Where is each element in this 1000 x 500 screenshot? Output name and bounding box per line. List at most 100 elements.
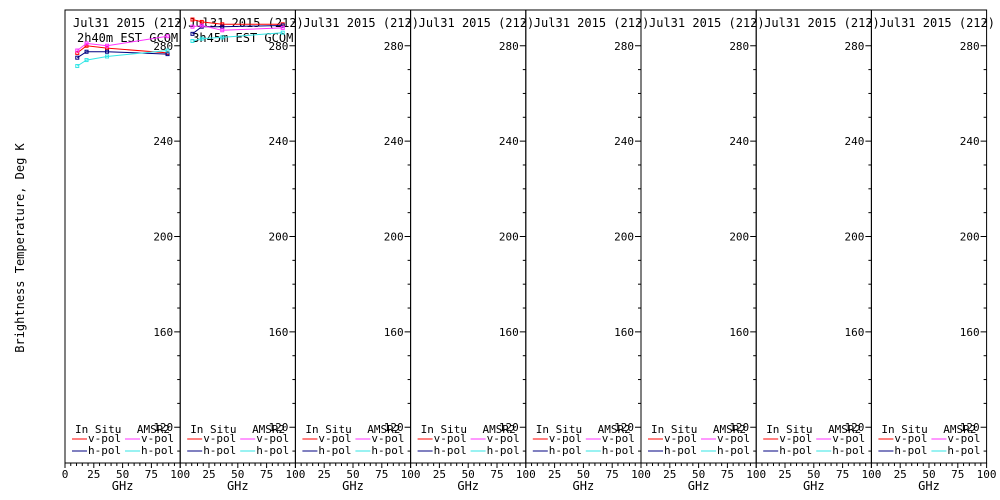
- y-tick-label: 200: [614, 231, 634, 244]
- y-tick-label: 200: [845, 231, 865, 244]
- data-point-amsr2_v: [190, 24, 195, 29]
- legend-label-amsr2_h: h-pol: [141, 444, 174, 457]
- x-tick-label: 25: [778, 468, 791, 481]
- data-point-amsr2_v: [75, 48, 80, 53]
- legend-label-amsr2_h: h-pol: [371, 444, 404, 457]
- y-tick-label: 280: [269, 40, 289, 53]
- x-tick-label: 100: [285, 468, 305, 481]
- legend-label-amsr2_v: v-pol: [602, 432, 635, 445]
- chart-subtitle: 3h45m EST GCOM: [192, 31, 293, 45]
- x-tick-label: 75: [260, 468, 273, 481]
- x-tick-label: 100: [516, 468, 536, 481]
- x-tick-label: 100: [631, 468, 651, 481]
- data-point-amsr2_v: [165, 34, 170, 39]
- data-point-insitu_h: [280, 23, 285, 28]
- x-tick-label: 75: [375, 468, 388, 481]
- y-tick-label: 280: [499, 40, 519, 53]
- legend-label-insitu_h: h-pol: [203, 444, 236, 457]
- series-line-amsr2_h: [77, 50, 168, 67]
- y-axis-label: Brightness Temperature, Deg K: [13, 142, 27, 352]
- data-point-insitu_h: [84, 49, 89, 54]
- y-tick-label: 200: [153, 231, 173, 244]
- data-point-insitu_v: [75, 50, 80, 55]
- data-point-amsr2_h: [220, 35, 225, 40]
- legend-in-situ: In Situ: [881, 423, 927, 436]
- x-tick-label: 50: [116, 468, 129, 481]
- x-tick-label: 25: [548, 468, 561, 481]
- y-tick-label: 120: [499, 421, 519, 434]
- legend-in-situ: In Situ: [305, 423, 351, 436]
- legend-amsr2: AMSR2: [598, 423, 631, 436]
- x-tick-label: 25: [433, 468, 446, 481]
- x-tick-label: 100: [401, 468, 421, 481]
- y-tick-label: 240: [960, 135, 980, 148]
- legend-label-insitu_h: h-pol: [318, 444, 351, 457]
- legend-label-insitu_v: v-pol: [318, 432, 351, 445]
- x-tick-label: 25: [318, 468, 331, 481]
- chart-panel-3: 120 160 200 240 280 25 50 75 100 GHz Jul31 2015 (2…: [294, 9, 421, 493]
- series-line-insitu_h: [192, 25, 283, 35]
- y-tick-label: 160: [499, 326, 519, 339]
- y-tick-label: 120: [614, 421, 634, 434]
- data-point-insitu_h: [75, 55, 80, 60]
- y-tick-label: 240: [729, 135, 749, 148]
- x-tick-label: 100: [861, 468, 881, 481]
- x-tick-label: 75: [145, 468, 158, 481]
- data-point-insitu_v: [84, 43, 89, 48]
- x-tick-label: 50: [462, 468, 475, 481]
- legend-label-insitu_h: h-pol: [434, 444, 467, 457]
- y-tick-label: 160: [269, 326, 289, 339]
- legend-label-amsr2_h: h-pol: [487, 444, 520, 457]
- legend-label-insitu_h: h-pol: [779, 444, 812, 457]
- x-axis-label: GHz: [573, 479, 595, 493]
- x-tick-label: 75: [721, 468, 734, 481]
- x-tick-label: 25: [202, 468, 215, 481]
- legend-label-amsr2_v: v-pol: [141, 432, 174, 445]
- data-point-amsr2_h: [199, 36, 204, 41]
- data-point-insitu_h: [165, 52, 170, 57]
- legend-label-amsr2_v: v-pol: [487, 432, 520, 445]
- data-point-insitu_h: [105, 49, 110, 54]
- legend-label-insitu_h: h-pol: [88, 444, 121, 457]
- x-tick-label: 25: [663, 468, 676, 481]
- chart-panel-6: 120 160 200 240 280 25 50 75 100 GHz Jul31 2015 (2…: [640, 9, 766, 493]
- x-tick-label: 100: [977, 468, 997, 481]
- x-axis-label: GHz: [227, 479, 249, 493]
- legend-in-situ: In Situ: [75, 423, 121, 436]
- legend-in-situ: In Situ: [190, 423, 236, 436]
- y-tick-label: 160: [729, 326, 749, 339]
- chart-title: Jul31 2015 (212): [419, 16, 535, 30]
- chart-title: Jul31 2015 (212): [534, 16, 650, 30]
- data-point-insitu_v: [105, 46, 110, 51]
- x-axis-label: GHz: [803, 479, 825, 493]
- y-tick-label: 280: [960, 40, 980, 53]
- x-tick-label: 50: [922, 468, 935, 481]
- y-tick-label: 120: [269, 421, 289, 434]
- x-axis-label: GHz: [342, 479, 364, 493]
- legend-label-insitu_h: h-pol: [894, 444, 927, 457]
- y-tick-label: 120: [384, 421, 404, 434]
- x-tick-label: 50: [577, 468, 590, 481]
- y-tick-label: 200: [269, 231, 289, 244]
- data-point-amsr2_h: [280, 30, 285, 35]
- x-axis-label: GHz: [918, 479, 940, 493]
- legend-label-amsr2_v: v-pol: [947, 432, 980, 445]
- x-tick-label: 50: [346, 468, 359, 481]
- chart-title: Jul31 2015 (212): [879, 16, 995, 30]
- y-tick-label: 200: [499, 231, 519, 244]
- y-tick-label: 280: [845, 40, 865, 53]
- series-line-amsr2_v: [76, 35, 168, 51]
- y-tick-label: 120: [960, 421, 980, 434]
- legend-amsr2: AMSR2: [713, 423, 746, 436]
- data-point-amsr2_v: [220, 28, 225, 33]
- x-tick-label: 100: [170, 468, 190, 481]
- x-tick-label: 75: [606, 468, 619, 481]
- legend-label-amsr2_v: v-pol: [832, 432, 865, 445]
- legend-label-insitu_v: v-pol: [894, 432, 927, 445]
